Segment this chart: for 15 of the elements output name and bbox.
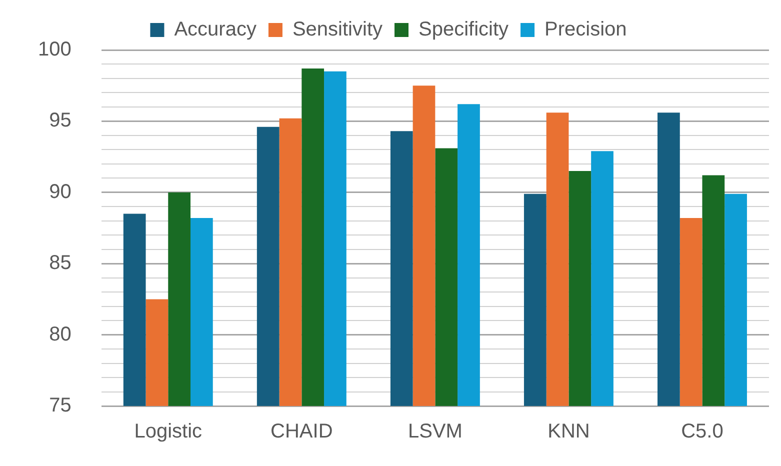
y-tick-label: 90	[49, 180, 72, 203]
y-tick-label: 75	[49, 394, 72, 417]
y-tick-label: 100	[38, 38, 72, 61]
x-tick-label: KNN	[548, 420, 590, 443]
x-tick-label: CHAID	[270, 420, 333, 443]
y-tick-label: 80	[49, 323, 72, 346]
y-tick-label: 85	[49, 252, 72, 274]
legend-label: Sensitivity	[292, 18, 382, 41]
legend-label: Precision	[544, 18, 627, 41]
x-tick-label: LSVM	[408, 420, 462, 443]
y-tick-label: 95	[49, 110, 72, 132]
legend-label: Specificity	[418, 18, 509, 41]
legend-label: Accuracy	[174, 18, 256, 41]
x-tick-label: Logistic	[134, 420, 202, 443]
x-tick-label: C5.0	[681, 420, 724, 443]
